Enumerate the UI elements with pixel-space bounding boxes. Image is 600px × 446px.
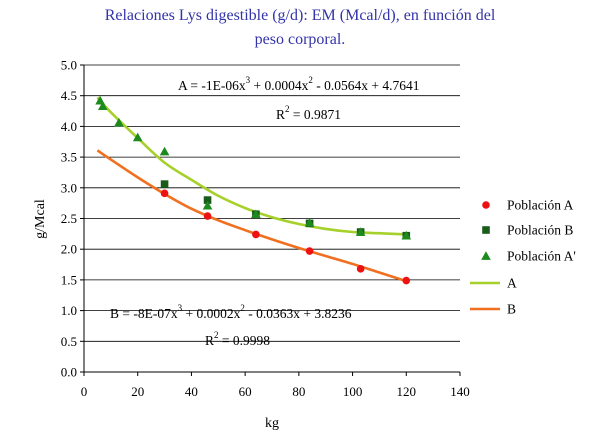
x-tick-label: 140 xyxy=(450,384,470,399)
y-tick-label: 4.0 xyxy=(61,119,77,134)
chart-title-line-2: peso corporal. xyxy=(254,31,346,48)
y-tick-label: 3.5 xyxy=(61,150,77,165)
data-point-poblaci-n-a xyxy=(203,212,212,220)
data-point-poblaci-n-a xyxy=(402,276,411,285)
equation-r2A: R2 = 0.9871 xyxy=(276,104,341,122)
trend-lines xyxy=(96,96,407,283)
legend-label-poblaci-n-a: Población A xyxy=(507,198,574,213)
data-point-poblaci-n-a xyxy=(304,217,315,227)
data-point-poblaci-n-a xyxy=(251,209,261,219)
data-markers xyxy=(95,95,412,285)
x-axis-ticks: 0 20 40 60 80 100 120 140 xyxy=(81,372,470,399)
data-point-poblaci-n-a xyxy=(355,227,366,236)
series-line-b xyxy=(96,149,407,283)
data-point-poblaci-n-b xyxy=(203,196,212,204)
data-point-poblaci-n-a xyxy=(202,200,213,210)
x-tick-label: 100 xyxy=(343,384,363,399)
data-point-poblaci-n-a xyxy=(356,265,365,273)
y-axis-ticks: 0.0 0.5 1.0 1.5 2.0 2.5 3.0 3.5 4.0 4.5 5.0 xyxy=(61,58,84,380)
x-tick-label: 60 xyxy=(239,384,252,399)
y-tick-label: 1.0 xyxy=(61,303,77,318)
y-tick-label: 4.5 xyxy=(61,88,77,103)
y-tick-label: 3.0 xyxy=(61,180,77,195)
y-tick-label: 1.5 xyxy=(61,272,77,287)
legend-label-a: A xyxy=(507,276,517,291)
y-axis-label: g/Mcal xyxy=(33,199,48,239)
chart-title: Relaciones Lys digestible (g/d): EM (Mca… xyxy=(0,4,600,52)
x-axis-label: kg xyxy=(265,416,279,431)
legend: Población A Población B Población A' AB xyxy=(470,198,576,317)
series-line-a xyxy=(96,96,407,236)
equation-annotations: A = -1E-06x3 + 0.0004x2 - 0.0564x + 4.76… xyxy=(110,75,419,348)
x-tick-label: 40 xyxy=(185,384,198,399)
equation-eqB: B = -8E-07x3 + 0.0002x2 - 0.0363x + 3.82… xyxy=(110,303,352,321)
equation-eqA: A = -1E-06x3 + 0.0004x2 - 0.0564x + 4.76… xyxy=(178,75,419,93)
y-tick-label: 2.0 xyxy=(61,242,77,257)
x-tick-label: 0 xyxy=(81,384,88,399)
y-tick-label: 5.0 xyxy=(61,58,77,73)
y-tick-label: 2.5 xyxy=(61,211,77,226)
legend-marker-poblaci-n-a xyxy=(482,201,490,209)
x-tick-label: 120 xyxy=(397,384,417,399)
data-point-poblaci-n-a xyxy=(114,117,124,127)
legend-label-poblaci-n-b: Población B xyxy=(507,223,573,238)
data-point-poblaci-n-a xyxy=(252,230,260,239)
grid-lines xyxy=(84,64,460,342)
y-tick-label: 0.0 xyxy=(61,365,77,380)
y-tick-label: 0.5 xyxy=(61,334,77,349)
data-point-poblaci-n-a xyxy=(401,230,412,240)
data-point-poblaci-n-a xyxy=(305,247,314,255)
data-point-poblaci-n-a xyxy=(132,132,143,142)
data-point-poblaci-n-a xyxy=(98,101,108,110)
x-tick-label: 20 xyxy=(131,384,144,399)
x-tick-label: 80 xyxy=(292,384,305,399)
legend-marker-poblaci-n-b xyxy=(482,226,490,234)
data-point-poblaci-n-a xyxy=(160,189,169,198)
data-point-poblaci-n-a xyxy=(159,146,170,156)
legend-label-b: B xyxy=(507,302,516,317)
chart-title-line-1: Relaciones Lys digestible (g/d): EM (Mca… xyxy=(104,7,496,24)
legend-marker-poblaci-n-a xyxy=(481,251,491,260)
data-point-poblaci-n-b xyxy=(160,180,169,188)
legend-label-poblaci-n-a: Población A' xyxy=(507,249,576,264)
equation-r2B: R2 = 0.9998 xyxy=(205,330,270,348)
